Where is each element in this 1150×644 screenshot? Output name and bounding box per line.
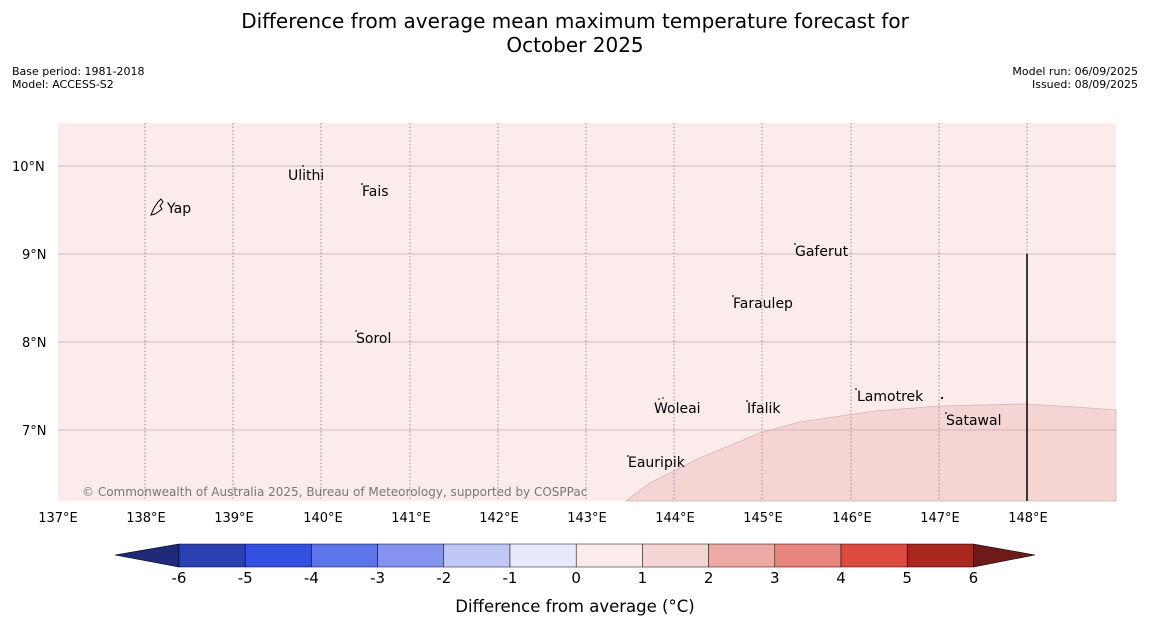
lon-tick-148e: 148°E xyxy=(1008,511,1048,526)
base-period-text: Base period: 1981-2018 xyxy=(12,65,145,78)
lon-tick-147e: 147°E xyxy=(920,511,960,526)
colorbar-tick: -6 xyxy=(172,569,187,587)
place-label-satawal: Satawal xyxy=(946,413,1001,429)
colorbar-segment-0-1 xyxy=(575,543,643,568)
lon-tick-146e: 146°E xyxy=(832,511,872,526)
place-label-yap: Yap xyxy=(166,201,191,217)
place-label-sorol: Sorol xyxy=(356,331,391,347)
ifalik-dot xyxy=(746,400,748,402)
place-label-faraulep: Faraulep xyxy=(733,296,793,312)
yap-island-shape xyxy=(150,198,164,216)
colorbar-segment-1-2 xyxy=(642,543,709,568)
eauripik-dot xyxy=(627,455,629,457)
copyright-credit: © Commonwealth of Australia 2025, Bureau… xyxy=(82,485,587,499)
lat-tick-9n: 9°N xyxy=(22,248,47,263)
colorbar-tick: 1 xyxy=(638,569,648,587)
colorbar-label: Difference from average (°C) xyxy=(455,597,694,616)
lamotrek-dot xyxy=(855,388,857,390)
lon-tick-143e: 143°E xyxy=(567,511,607,526)
colorbar-tick: -3 xyxy=(370,569,385,587)
place-label-fais: Fais xyxy=(362,184,389,200)
island-dots xyxy=(302,165,947,457)
lat-tick-7n: 7°N xyxy=(22,424,47,439)
colorbar-segment-minus6-minus5 xyxy=(178,543,246,568)
issued-text: Issued: 08/09/2025 xyxy=(1031,78,1138,91)
place-label-woleai: Woleai xyxy=(654,401,701,417)
model-info: Base period: 1981-2018 Model: ACCESS-S2 xyxy=(12,65,144,91)
colorbar-tick: 5 xyxy=(902,569,912,587)
sorol-dot xyxy=(355,330,357,332)
colorbar-segment-minus1-0 xyxy=(509,543,577,568)
colorbar-segment-5-6 xyxy=(906,543,974,568)
colorbar-tick: -2 xyxy=(436,569,451,587)
place-label-lamotrek: Lamotrek xyxy=(857,389,924,405)
colorbar-extend-high xyxy=(973,543,1036,568)
satawal-dot xyxy=(945,412,947,414)
colorbar-tick: 4 xyxy=(836,569,846,587)
colorbar-segment-2-3 xyxy=(708,543,776,568)
gaferut-dot xyxy=(794,243,796,245)
lamotrek-east-dot xyxy=(940,396,944,400)
colorbar-segment-minus5-minus4 xyxy=(244,543,312,568)
lat-tick-8n: 8°N xyxy=(22,336,47,351)
lon-tick-labels: 137°E 138°E 139°E 140°E 141°E 142°E 143°… xyxy=(38,511,1048,526)
model-text: Model: ACCESS-S2 xyxy=(12,78,114,91)
colorbar: -6 -5 -4 -3 -2 -1 0 1 2 3 4 5 6 Differen… xyxy=(114,543,1036,616)
woleai-dot-2 xyxy=(662,397,664,399)
colorbar-tick: -4 xyxy=(304,569,319,587)
colorbar-tick: -1 xyxy=(503,569,518,587)
colorbar-extend-low xyxy=(114,543,180,568)
ulithi-dot xyxy=(302,165,304,167)
lon-tick-139e: 139°E xyxy=(214,511,254,526)
title-line-2: October 2025 xyxy=(506,33,644,57)
lon-tick-142e: 142°E xyxy=(479,511,519,526)
colorbar-tick: 0 xyxy=(571,569,581,587)
colorbar-segment-minus4-minus3 xyxy=(311,543,378,568)
warm-anomaly-region xyxy=(624,403,1117,502)
place-label-gaferut: Gaferut xyxy=(795,244,849,260)
map-panel: Yap Ulithi Fais Gaferut Faraulep Sorol L… xyxy=(58,123,1117,502)
colorbar-tick: 6 xyxy=(969,569,979,587)
place-label-ulithi: Ulithi xyxy=(288,168,324,184)
colorbar-segment-minus2-minus1 xyxy=(443,543,511,568)
faraulep-dot xyxy=(732,295,734,297)
title-line-1: Difference from average mean maximum tem… xyxy=(241,9,909,33)
colorbar-segment-minus3-minus2 xyxy=(377,543,445,568)
fais-dot xyxy=(361,183,363,185)
lat-gridlines xyxy=(58,165,1116,431)
model-run-text: Model run: 06/09/2025 xyxy=(1012,65,1138,78)
colorbar-tick: 3 xyxy=(770,569,780,587)
colorbar-segment-4-5 xyxy=(840,543,908,568)
lon-tick-144e: 144°E xyxy=(655,511,695,526)
lon-tick-140e: 140°E xyxy=(303,511,343,526)
map-title: Difference from average mean maximum tem… xyxy=(0,9,1150,57)
lon-tick-137e: 137°E xyxy=(38,511,78,526)
lat-tick-labels: 10°N 9°N 8°N 7°N xyxy=(12,160,47,439)
woleai-dot-1 xyxy=(658,398,660,400)
run-info: Model run: 06/09/2025 Issued: 08/09/2025 xyxy=(1012,65,1138,91)
colorbar-tick-labels: -6 -5 -4 -3 -2 -1 0 1 2 3 4 5 6 xyxy=(172,569,979,587)
lon-tick-145e: 145°E xyxy=(743,511,783,526)
lat-tick-10n: 10°N xyxy=(12,160,45,175)
place-label-eauripik: Eauripik xyxy=(628,455,686,471)
colorbar-tick: 2 xyxy=(704,569,714,587)
lon-tick-138e: 138°E xyxy=(126,511,166,526)
colorbar-tick: -5 xyxy=(238,569,253,587)
place-label-ifalik: Ifalik xyxy=(747,401,781,417)
lon-tick-141e: 141°E xyxy=(391,511,431,526)
colorbar-segment-3-4 xyxy=(774,543,842,568)
